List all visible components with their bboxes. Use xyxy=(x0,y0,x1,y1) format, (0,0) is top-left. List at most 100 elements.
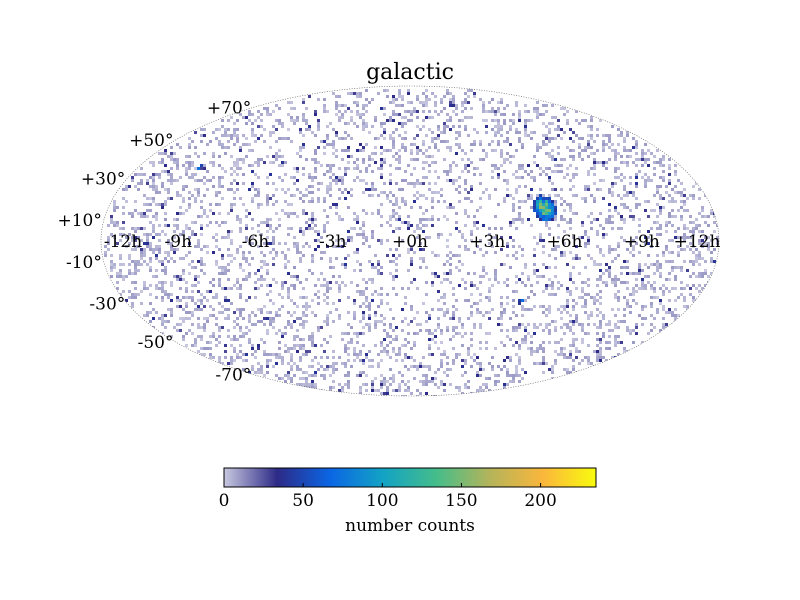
heatmap-cell xyxy=(284,212,287,215)
heatmap-cell xyxy=(575,254,578,257)
heatmap-cell xyxy=(299,377,302,380)
heatmap-cell xyxy=(188,203,191,206)
heatmap-cell xyxy=(533,332,536,335)
heatmap-cell xyxy=(365,212,368,215)
heatmap-cell xyxy=(254,296,257,299)
heatmap-cell xyxy=(521,221,524,224)
heatmap-cell xyxy=(434,377,437,380)
heatmap-cell xyxy=(263,221,266,224)
heatmap-cell xyxy=(566,302,569,305)
heatmap-cell xyxy=(380,242,383,245)
heatmap-cell xyxy=(548,212,551,215)
heatmap-cell xyxy=(149,233,152,236)
heatmap-cell xyxy=(659,299,662,302)
heatmap-cell xyxy=(458,317,461,320)
heatmap-cell xyxy=(212,284,215,287)
heatmap-cell xyxy=(677,251,680,254)
heatmap-cell xyxy=(557,125,560,128)
heatmap-cell xyxy=(347,161,350,164)
heatmap-cell xyxy=(560,218,563,221)
heatmap-cell xyxy=(605,269,608,272)
heatmap-cell xyxy=(500,98,503,101)
heatmap-cell xyxy=(467,350,470,353)
heatmap-cell xyxy=(422,110,425,113)
heatmap-cell xyxy=(359,263,362,266)
heatmap-cell xyxy=(629,293,632,296)
heatmap-cell xyxy=(551,371,554,374)
heatmap-cell xyxy=(689,242,692,245)
heatmap-cell xyxy=(602,356,605,359)
heatmap-cell xyxy=(350,365,353,368)
heatmap-cell xyxy=(542,362,545,365)
longitude-ticks: -12h -9h -6h -3h +0h +3h +6h +9h +12h xyxy=(104,232,721,252)
heatmap-cell xyxy=(539,197,542,200)
heatmap-cell xyxy=(152,251,155,254)
heatmap-cell xyxy=(389,248,392,251)
heatmap-cell xyxy=(461,110,464,113)
heatmap-cell xyxy=(551,287,554,290)
heatmap-cell xyxy=(362,122,365,125)
heatmap-cell xyxy=(446,92,449,95)
heatmap-cell xyxy=(632,254,635,257)
heatmap-cell xyxy=(464,128,467,131)
heatmap-cell xyxy=(632,146,635,149)
heatmap-cell xyxy=(218,272,221,275)
heatmap-cell xyxy=(668,167,671,170)
heatmap-cell xyxy=(467,215,470,218)
heatmap-cell xyxy=(392,194,395,197)
heatmap-cell xyxy=(413,194,416,197)
heatmap-cell xyxy=(374,320,377,323)
heatmap-cell xyxy=(545,206,548,209)
heatmap-cell xyxy=(638,170,641,173)
heatmap-cell xyxy=(266,362,269,365)
heatmap-cell xyxy=(455,353,458,356)
heatmap-cell xyxy=(338,110,341,113)
heatmap-cell xyxy=(386,254,389,257)
heatmap-cell xyxy=(233,122,236,125)
heatmap-cell xyxy=(242,161,245,164)
heatmap-cell xyxy=(551,149,554,152)
heatmap-cell xyxy=(587,344,590,347)
colorbar-tick-label: 100 xyxy=(366,491,398,511)
heatmap-cell xyxy=(233,257,236,260)
heatmap-cell xyxy=(410,143,413,146)
heatmap-cell xyxy=(359,269,362,272)
heatmap-cell xyxy=(701,272,704,275)
heatmap-cell xyxy=(659,266,662,269)
heatmap-cell xyxy=(449,257,452,260)
heatmap-cell xyxy=(425,383,428,386)
heatmap-cell xyxy=(650,263,653,266)
heatmap-cell xyxy=(512,206,515,209)
heatmap-cell xyxy=(551,212,554,215)
heatmap-cell xyxy=(548,284,551,287)
heatmap-cell xyxy=(176,212,179,215)
heatmap-cell xyxy=(647,200,650,203)
heatmap-cell xyxy=(695,227,698,230)
heatmap-cell xyxy=(341,281,344,284)
heatmap-cell xyxy=(641,341,644,344)
heatmap-cell xyxy=(563,347,566,350)
heatmap-cell xyxy=(437,299,440,302)
heatmap-cell xyxy=(479,197,482,200)
heatmap-cell xyxy=(611,185,614,188)
heatmap-cell xyxy=(299,344,302,347)
heatmap-cell xyxy=(326,365,329,368)
heatmap-cell xyxy=(500,314,503,317)
heatmap-cell xyxy=(215,128,218,131)
heatmap-cell xyxy=(218,356,221,359)
heatmap-cell xyxy=(590,227,593,230)
heatmap-cell xyxy=(497,176,500,179)
heatmap-cell xyxy=(623,350,626,353)
heatmap-cell xyxy=(623,347,626,350)
heatmap-cell xyxy=(575,347,578,350)
heatmap-cell xyxy=(446,179,449,182)
heatmap-cell xyxy=(212,236,215,239)
heatmap-cell xyxy=(182,212,185,215)
heatmap-cell xyxy=(269,290,272,293)
heatmap-cell xyxy=(482,107,485,110)
heatmap-cell xyxy=(470,281,473,284)
heatmap-cell xyxy=(560,137,563,140)
heatmap-cell xyxy=(242,173,245,176)
heatmap-cell xyxy=(140,251,143,254)
heatmap-cell xyxy=(353,314,356,317)
